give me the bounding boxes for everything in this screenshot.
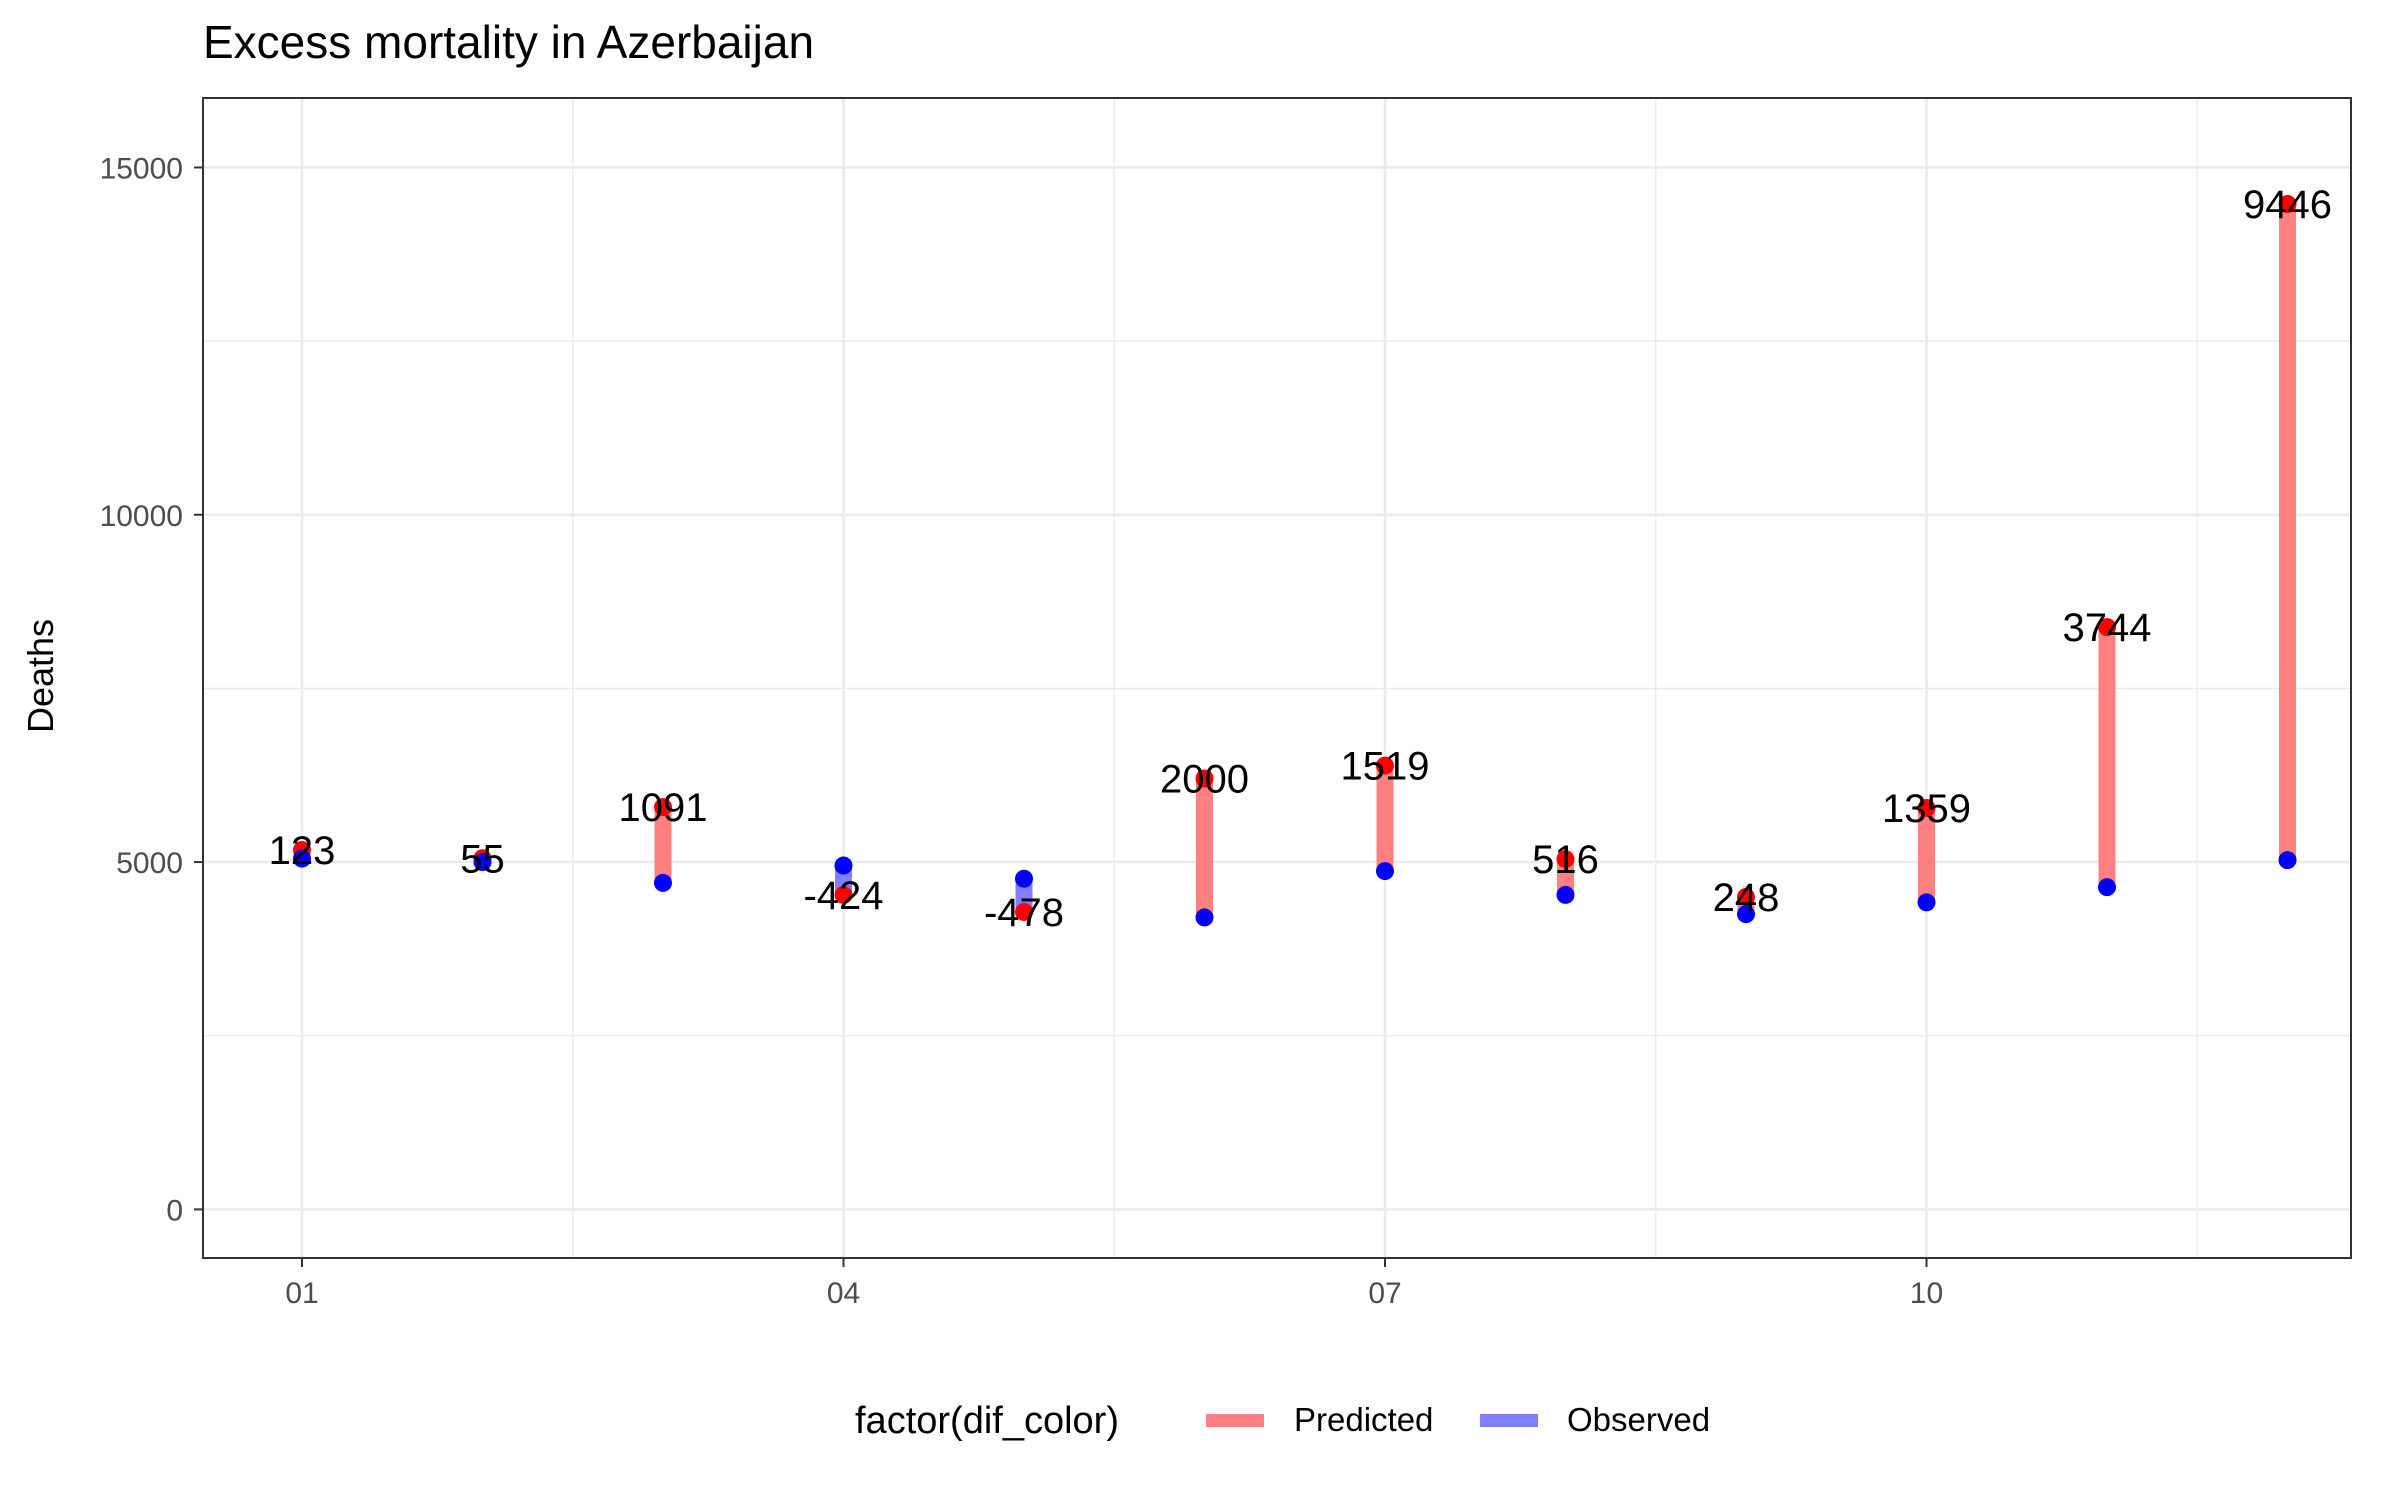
observed-point — [2278, 851, 2297, 870]
legend: factor(dif_color) Predicted Observed — [855, 1400, 1710, 1442]
predicted-point — [1376, 756, 1394, 775]
predicted-point — [1195, 769, 1214, 788]
difference-label: 55 — [460, 837, 505, 881]
data-points — [293, 194, 2297, 927]
grid-layer — [203, 98, 2351, 1258]
y-tick-label: 0 — [166, 1194, 183, 1227]
y-axis-label: Deaths — [20, 619, 61, 733]
y-tick-label: 10000 — [100, 500, 183, 533]
difference-label: 123 — [269, 829, 336, 873]
observed-point — [1195, 908, 1214, 927]
predicted-point — [1556, 850, 1575, 869]
legend-key-observed — [1480, 1414, 1538, 1427]
predicted-point — [2278, 194, 2297, 213]
difference-label: 248 — [1713, 876, 1780, 920]
difference-labels: 123 55 1091 -424 -478 2000 1519 516 248 1359 3744 9… — [269, 183, 2332, 935]
predicted-point — [1917, 798, 1936, 817]
observed-point — [293, 849, 311, 868]
observed-point — [834, 856, 853, 875]
x-axis: 01 04 07 10 — [285, 1258, 1943, 1310]
predicted-point — [1015, 902, 1033, 921]
legend-title: factor(dif_color) — [855, 1400, 1119, 1442]
difference-label: -478 — [984, 891, 1064, 935]
x-tick-label: 07 — [1368, 1277, 1401, 1310]
predicted-point — [2098, 618, 2116, 637]
plot-panel-border — [202, 97, 2352, 1259]
observed-point — [1376, 862, 1394, 881]
difference-label: 1519 — [1341, 745, 1430, 789]
observed-point — [654, 873, 672, 892]
legend-label-observed: Observed — [1567, 1401, 1710, 1438]
chart-title: Excess mortality in Azerbaijan — [203, 16, 814, 68]
legend-key-predicted — [1206, 1414, 1264, 1427]
difference-label: 2000 — [1160, 758, 1249, 802]
x-tick-label: 10 — [1910, 1277, 1943, 1310]
predicted-point — [834, 885, 853, 904]
predicted-point — [654, 798, 672, 817]
difference-label: 3744 — [2063, 606, 2152, 650]
difference-label: 516 — [1532, 838, 1599, 882]
observed-point — [1737, 905, 1755, 924]
observed-point — [473, 853, 492, 872]
observed-point — [2098, 878, 2116, 897]
y-tick-label: 5000 — [116, 847, 183, 880]
difference-label: 9446 — [2243, 183, 2332, 227]
legend-label-predicted: Predicted — [1294, 1401, 1433, 1438]
difference-label: 1091 — [619, 786, 708, 830]
observed-point — [1556, 885, 1575, 904]
difference-label: 1359 — [1882, 787, 1971, 831]
predicted-point — [1737, 887, 1755, 906]
x-tick-label: 01 — [285, 1277, 318, 1310]
x-tick-label: 04 — [827, 1277, 860, 1310]
y-axis: 0 5000 10000 15000 — [100, 152, 203, 1227]
y-tick-label: 15000 — [100, 152, 183, 185]
difference-label: -424 — [803, 874, 883, 918]
observed-point — [1917, 893, 1936, 912]
observed-point — [1015, 869, 1033, 888]
